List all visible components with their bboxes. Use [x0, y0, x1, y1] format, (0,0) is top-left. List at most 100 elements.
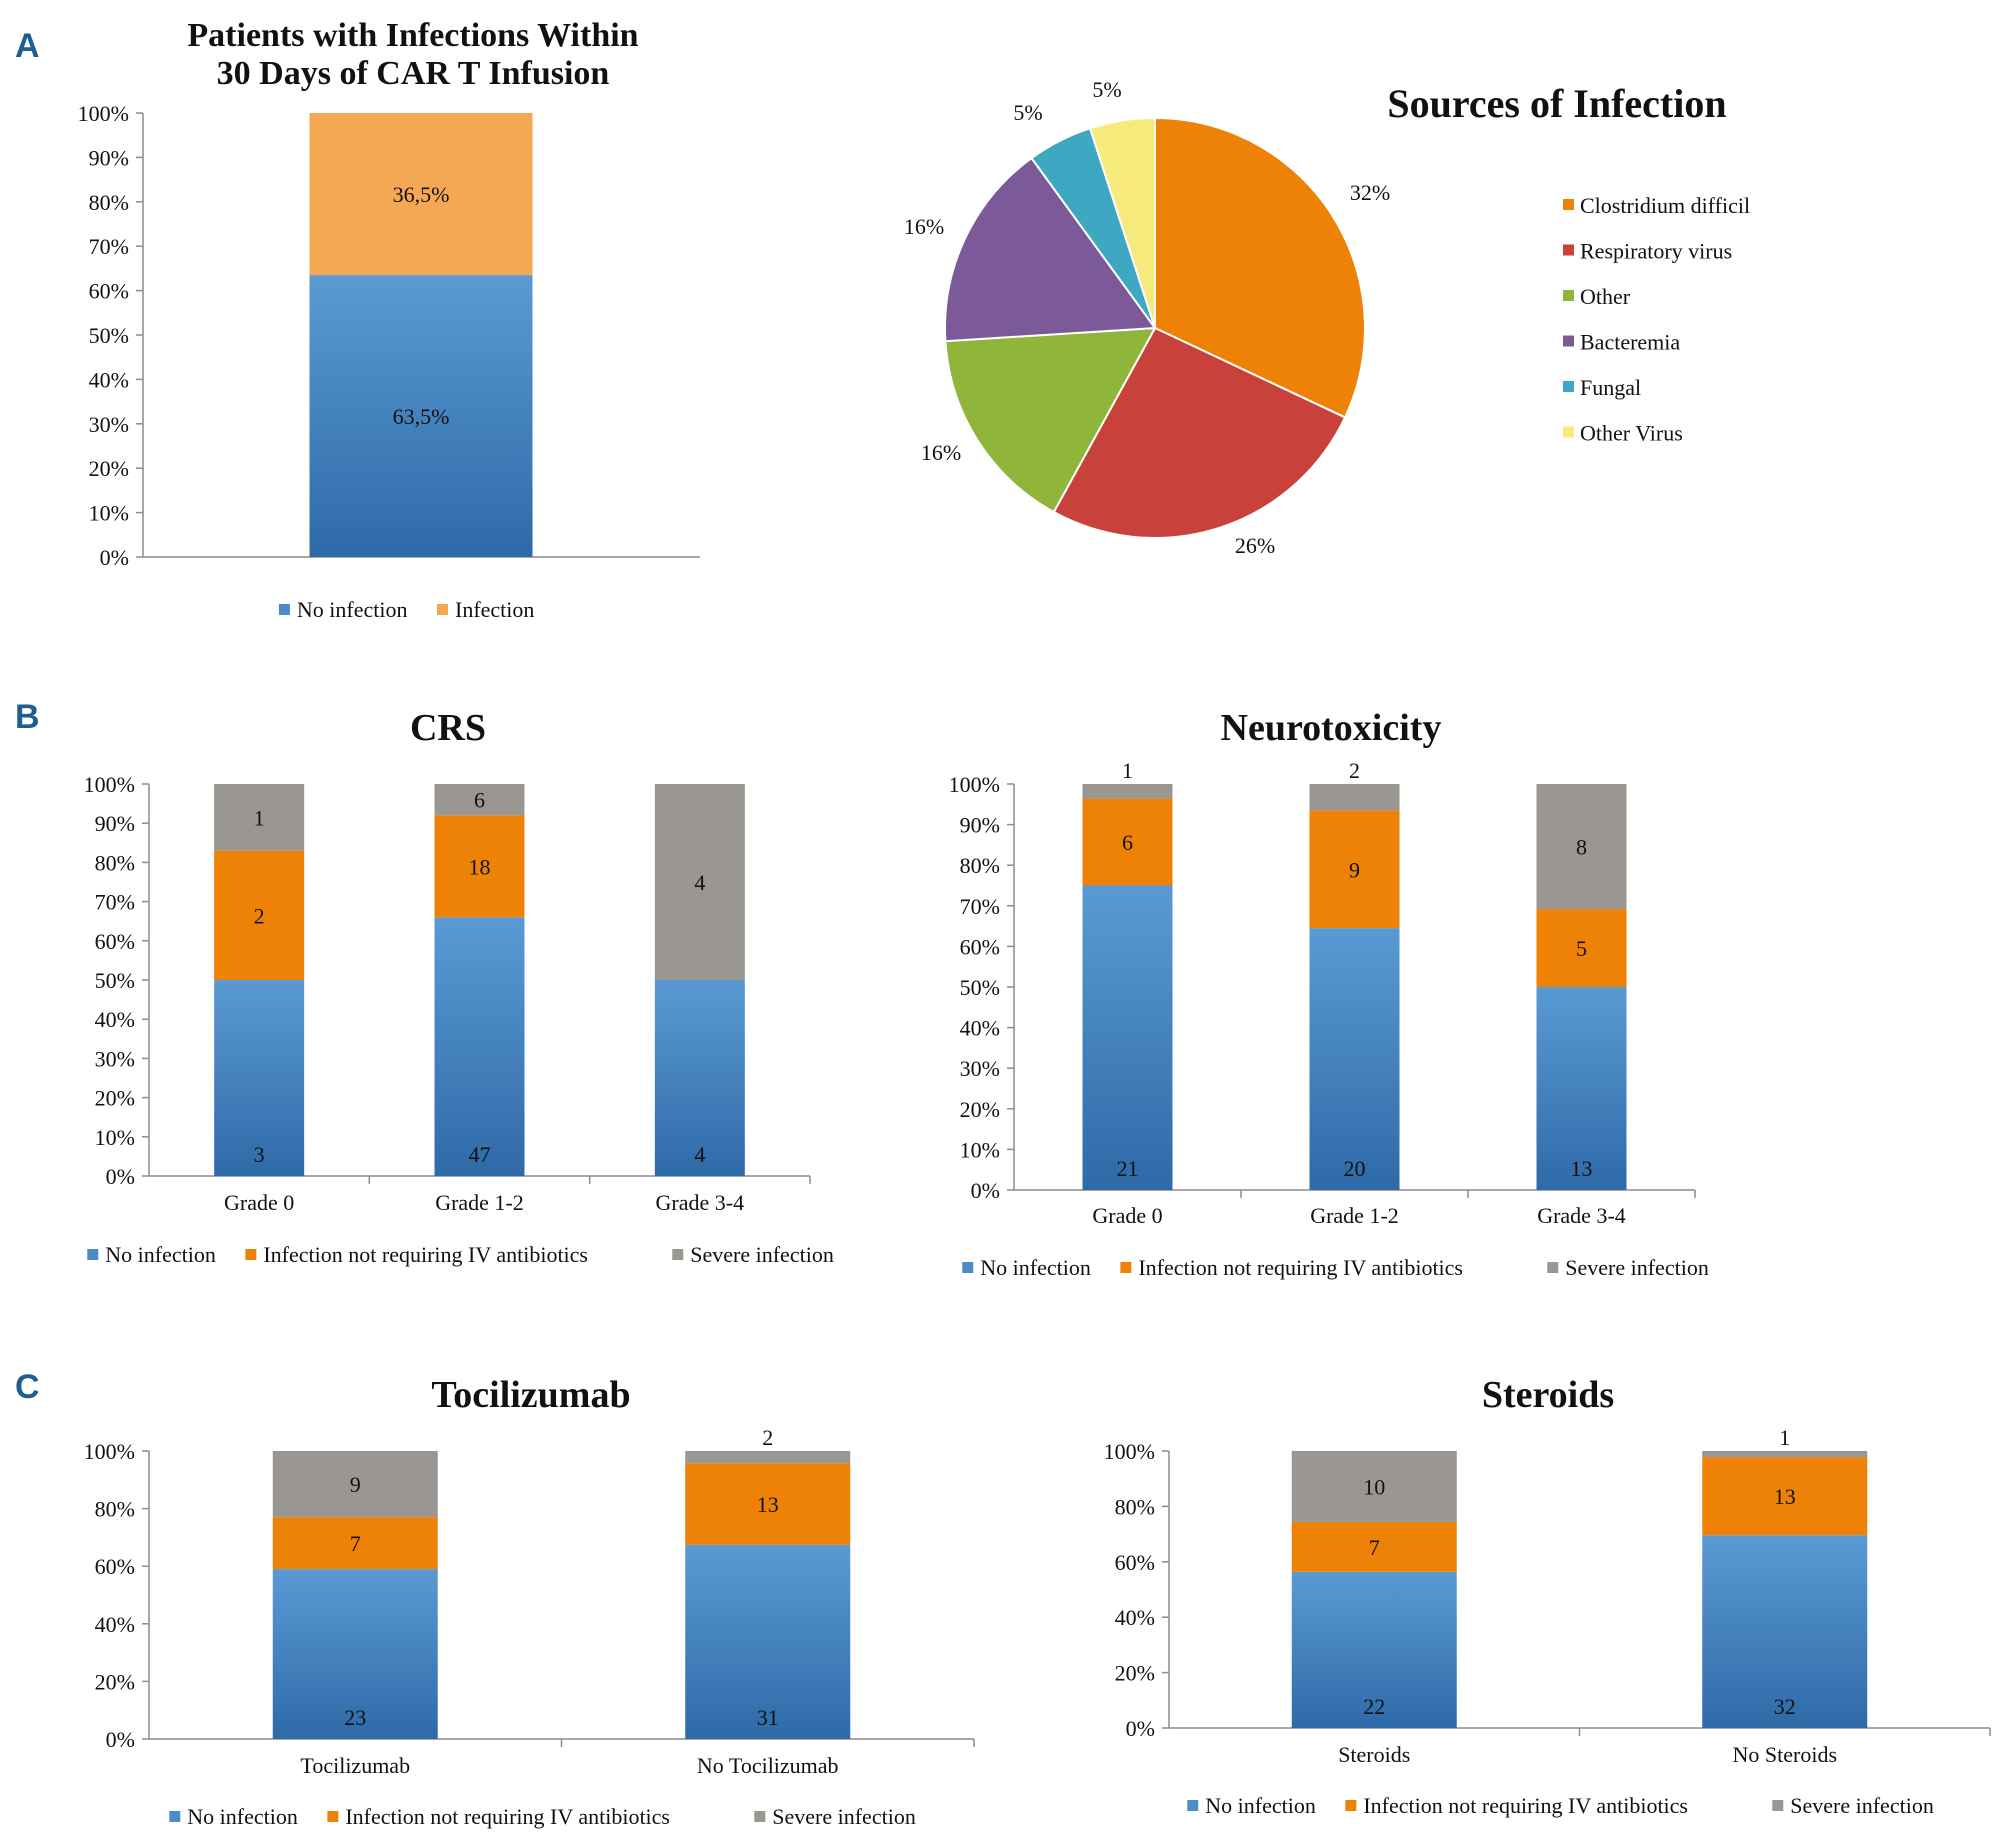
pie-slice-clostridium-difficile	[1154, 116, 1366, 419]
neurotoxicity-chart: Neurotoxicity 0% 10% 20% 30% 40% 50% 60% 70% 80% 9…	[949, 707, 1709, 1280]
x-category-label: No Tocilizumab	[697, 1753, 839, 1778]
bar-segment-severe-infection	[1082, 784, 1173, 799]
pie-slice-label: 5%	[1092, 77, 1121, 102]
legend-swatch-fungal	[1563, 381, 1574, 392]
legend-swatch-no-infection	[278, 604, 290, 615]
y-tick-label: 40%	[1115, 1605, 1155, 1630]
y-tick-label: 80%	[95, 1497, 135, 1522]
pie-slice-label: 5%	[1013, 100, 1042, 125]
y-tick-label: 20%	[95, 1086, 135, 1111]
chart-title: Neurotoxicity	[1221, 707, 1442, 749]
chart-title-line-1: Patients with Infections Within	[187, 17, 638, 54]
chart-legend: No infection Infection	[278, 597, 534, 622]
legend-label-fungal: Fungal	[1580, 375, 1641, 400]
x-category-label: Grade 1-2	[1310, 1203, 1399, 1228]
legend-swatch-no-infection	[962, 1262, 974, 1273]
legend-swatch-infection	[437, 604, 449, 615]
legend-swatch-infection-not-requiring-iv-antibiotics	[1120, 1262, 1132, 1273]
y-tick-label: 100%	[84, 1439, 135, 1464]
data-label: 21	[1117, 1156, 1139, 1181]
bar-segment-infection-not-requiring-iv-antibiotics	[272, 1517, 438, 1570]
y-tick-label: 90%	[95, 811, 135, 836]
pie-slice-other-virus	[1088, 116, 1156, 329]
bar-segment-severe-infection	[1702, 1451, 1868, 1458]
legend-swatch-no-infection	[1187, 1800, 1199, 1811]
bar-segment-no-infection	[654, 980, 745, 1176]
legend-swatch-severe-infection	[1547, 1262, 1559, 1273]
data-label: 8	[1576, 835, 1587, 860]
steroids-chart: Steroids 0% 20% 40% 60% 80% 100% 22 7 10 Steroids 3…	[1104, 1374, 1991, 1818]
data-label: 3	[254, 1142, 265, 1167]
y-tick-label: 40%	[95, 1007, 135, 1032]
data-label: 9	[1349, 857, 1360, 882]
x-category-label: Grade 0	[1092, 1203, 1162, 1228]
data-label: 9	[350, 1472, 361, 1497]
y-tick-label: 60%	[95, 1554, 135, 1579]
chart-title: Sources of Infection	[1387, 81, 1726, 126]
legend-label-infection-not-requiring-iv-antibiotics: Infection not requiring IV antibiotics	[1138, 1255, 1463, 1280]
bar-segment-severe-infection	[1291, 1451, 1457, 1522]
legend-swatch-other	[1563, 290, 1574, 301]
legend-label-bacteremia: Bacteremia	[1580, 330, 1680, 355]
y-tick-label: 10%	[89, 501, 129, 526]
data-label: 2	[1349, 758, 1360, 783]
y-tick-label: 20%	[1115, 1661, 1155, 1686]
legend-label-infection-not-requiring-iv-antibiotics: Infection not requiring IV antibiotics	[1363, 1793, 1688, 1818]
bar-segment-infection-not-requiring-iv-antibiotics	[1291, 1521, 1457, 1572]
bar-segment-infection-not-requiring-iv-antibiotics	[214, 850, 305, 980]
bar-segment-infection-not-requiring-iv-antibiotics	[1082, 798, 1173, 886]
bar-segment-no-infection	[434, 917, 525, 1176]
data-label: 4	[694, 1142, 705, 1167]
y-tick-label: 60%	[960, 934, 1000, 959]
bar-segment-severe-infection	[1309, 784, 1400, 811]
y-tick-label: 80%	[89, 190, 129, 215]
y-tick-label: 80%	[1115, 1494, 1155, 1519]
legend-swatch-infection-not-requiring-iv-antibiotics	[327, 1811, 339, 1822]
data-label: 6	[474, 788, 485, 813]
legend-label-infection-not-requiring-iv-antibiotics: Infection not requiring IV antibiotics	[263, 1242, 588, 1267]
x-category-label: Grade 3-4	[656, 1190, 745, 1215]
chart-legend: No infection Infection not requiring IV a…	[1187, 1793, 1934, 1818]
y-tick-label: 0%	[106, 1727, 135, 1752]
data-label: 1	[254, 805, 265, 830]
legend-swatch-infection-not-requiring-iv-antibiotics	[1345, 1800, 1357, 1811]
data-label: 22	[1363, 1694, 1385, 1719]
bar-segment-infection-not-requiring-iv-antibiotics	[1309, 810, 1400, 929]
bar-segment-no-infection	[1536, 987, 1627, 1190]
bar-segment-no-infection	[685, 1544, 851, 1739]
data-label: 7	[350, 1531, 361, 1556]
x-category-label: Grade 3-4	[1537, 1203, 1626, 1228]
pie-slice-label: 16%	[921, 440, 961, 465]
data-label: 36,5%	[393, 182, 450, 207]
tocilizumab-chart: Tocilizumab 0% 20% 40% 60% 80% 100% 23 7 9 Tociliz…	[84, 1374, 975, 1829]
legend-label-severe-infection: Severe infection	[690, 1242, 834, 1267]
legend-label-no-infection: No infection	[105, 1242, 216, 1267]
data-label: 63,5%	[393, 404, 450, 429]
x-category-label: Grade 0	[224, 1190, 294, 1215]
bar-segment-severe-infection	[272, 1451, 438, 1518]
y-tick-label: 40%	[95, 1612, 135, 1637]
x-category-label: Grade 1-2	[435, 1190, 524, 1215]
legend-swatch-respiratory-virus	[1563, 244, 1574, 256]
chart-legend: No infection Infection not requiring IV a…	[87, 1242, 834, 1267]
data-label: 31	[757, 1705, 779, 1730]
legend-label-respiratory-virus: Respiratory virus	[1580, 239, 1732, 264]
chart-title: CRS	[410, 707, 486, 749]
bar-segment-infection-not-requiring-iv-antibiotics	[1536, 909, 1627, 987]
legend-label-no-infection: No infection	[297, 597, 408, 622]
data-label: 1	[1779, 1425, 1790, 1450]
legend-label-other-virus: Other Virus	[1580, 421, 1683, 446]
bar-segment-severe-infection	[434, 784, 525, 816]
y-tick-label: 90%	[960, 813, 1000, 838]
y-tick-label: 100%	[84, 772, 135, 797]
legend-swatch-clostridium-difficile	[1563, 199, 1574, 210]
y-tick-label: 80%	[95, 850, 135, 875]
pie-slice-bacteremia	[944, 156, 1157, 343]
y-tick-label: 60%	[89, 279, 129, 304]
chart-title: Steroids	[1482, 1374, 1614, 1416]
y-tick-label: 70%	[960, 894, 1000, 919]
y-tick-label: 30%	[95, 1046, 135, 1071]
y-tick-label: 90%	[89, 145, 129, 170]
